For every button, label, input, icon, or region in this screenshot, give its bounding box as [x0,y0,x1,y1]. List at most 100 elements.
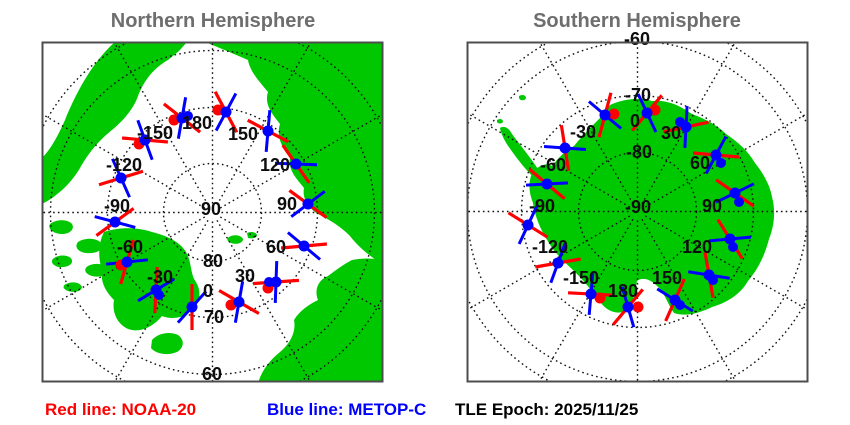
graticule-label: -60 [540,155,566,175]
landmass [42,42,187,204]
landmass [497,118,503,124]
metopc-position-dot [233,296,245,308]
latitude-circle [577,151,698,272]
tle-epoch: TLE Epoch: 2025/11/25 [455,400,639,419]
landmass [63,282,82,292]
satellite-marker [525,167,569,201]
landmass [151,332,183,355]
satellite-marker [137,266,175,314]
satellite-marker [218,281,260,323]
graticule-label: 60 [266,237,286,257]
map-frame [41,41,384,383]
satellite-marker [212,90,239,134]
metopc-position-dot [262,125,274,137]
metopc-position-dot [559,142,571,154]
graticule-label: 90 [277,194,297,214]
satellite-marker [246,109,290,153]
graticule-label: 60 [690,153,710,173]
metopc-position-dot [641,107,653,119]
landmass [500,126,543,180]
graticule-label: -90 [625,197,651,217]
graticule-label: -90 [104,196,130,216]
graticule-label: 0 [203,281,213,301]
metopc-position-dot [680,121,692,133]
noaa20-position-dot [632,301,644,313]
graticule-label: 180 [608,281,638,301]
satellite-marker [715,178,755,208]
satellite-marker [688,252,730,298]
metopc-position-dot [622,301,634,313]
graticule-label: 120 [260,155,290,175]
satellite-marker [162,97,202,139]
metopc-position-dot [186,301,198,313]
graticule-label: 80 [203,251,223,271]
metopc-position-dot [298,240,310,252]
map-frame [466,41,809,383]
metopc-position-dot [599,109,611,121]
latitude-circle [49,49,376,376]
satellite-marker [507,205,549,245]
graticule-label: -60 [624,29,650,49]
metopc-position-dot [270,276,282,288]
metopc-position-dot [552,257,564,269]
graticule-label: 90 [702,196,722,216]
landmass [99,228,200,331]
satellite-marker [535,242,581,284]
graticule-label: -30 [147,267,173,287]
graticule-label: 30 [661,123,681,143]
landmass [49,220,73,234]
graticule-label: 60 [202,364,222,384]
graticule-label: -120 [106,155,142,175]
graticule-label: 180 [182,113,212,133]
metopc-position-dot [109,216,121,228]
graticule-label: -60 [117,237,143,257]
satellite-marker [280,231,328,261]
metopc-position-dot [724,233,736,245]
metopc-position-dot [669,294,681,306]
satellite-marker [94,207,136,237]
graticule-label: -70 [625,85,651,105]
landmass [85,263,108,277]
satellite-marker [587,92,623,138]
satellite-marker [656,278,694,322]
satellite-marker [692,135,740,175]
metopc-position-dot [121,256,133,268]
south-map-title: Southern Hemisphere [533,10,741,32]
noaa20-position-dot [608,108,620,120]
map-north: 180 -150 150 -120 120 -90 90 90 -60 60 80 -30 30 0 70 6… [41,41,384,384]
satellite-marker [288,189,328,219]
landmass [519,94,526,101]
metopc-position-dot [115,172,127,184]
graticule-label: -150 [563,268,599,288]
metopc-position-dot [728,242,738,252]
metopc-position-dot [220,106,232,118]
graticule-label: 150 [228,124,258,144]
metopc-position-dot [522,219,534,231]
satellite-marker [105,239,149,285]
satellite-marker [176,284,208,330]
satellite-marker [252,260,300,304]
graticule-label: 120 [682,237,712,257]
map-south: -60 -70 0 -30 30 -80 -60 60 -90 -90 90 -120 120 -150 1… [466,29,809,383]
satellite-marker [611,286,645,328]
landmass [294,363,318,380]
landmass [227,235,243,244]
graticule-label: -150 [137,123,173,143]
legend-noaa20: Red line: NOAA-20 [45,400,197,419]
satellite-marker [708,218,752,260]
satellite-marker [121,119,169,161]
graticule-label: 30 [235,266,255,286]
metopc-position-dot [716,158,726,168]
graticule [467,42,808,382]
metopc-position-dot [176,112,188,124]
metopc-position-dot [734,197,744,207]
graticule-label: 70 [204,307,224,327]
satellite-marker [567,272,615,316]
graticule-label: -120 [532,237,568,257]
landmass [206,42,383,264]
metopc-position-dot [290,158,302,170]
graticule-label: -80 [626,142,652,162]
metopc-position-dot [710,149,722,161]
metopc-position-dot [302,198,314,210]
